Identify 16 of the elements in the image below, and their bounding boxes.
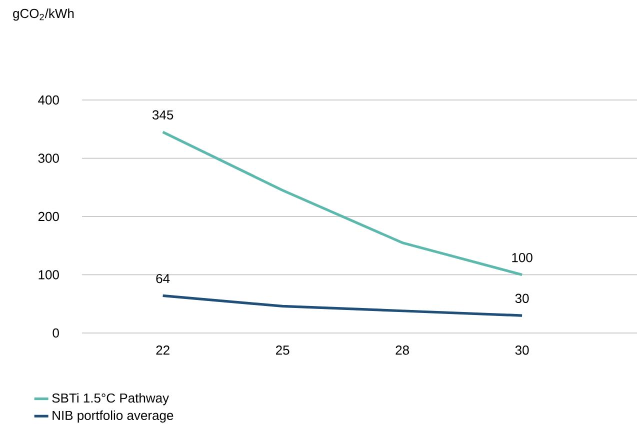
data-label: 30 (515, 294, 529, 303)
text: gCO$_{2}$/kWh (13, 8, 74, 21)
legend-label: SBTi 1.5°C Pathway (52, 393, 169, 406)
y-tick-label: 0 (52, 328, 59, 338)
data-label: 100 (512, 253, 532, 262)
data-label: 64 (156, 274, 170, 284)
y-tick-label: 400 (38, 95, 59, 105)
x-tick-label: 30 (515, 346, 529, 355)
y-tick-label: 300 (38, 154, 59, 163)
x-tick-label: 25 (276, 346, 290, 355)
legend-label: NIB portfolio average (52, 410, 174, 423)
y-tick-label: 100 (38, 270, 59, 280)
x-tick-label: 28 (396, 346, 409, 355)
y-tick-label: 200 (38, 212, 59, 222)
x-tick-label: 22 (156, 346, 170, 355)
data-label: 345 (152, 110, 174, 120)
